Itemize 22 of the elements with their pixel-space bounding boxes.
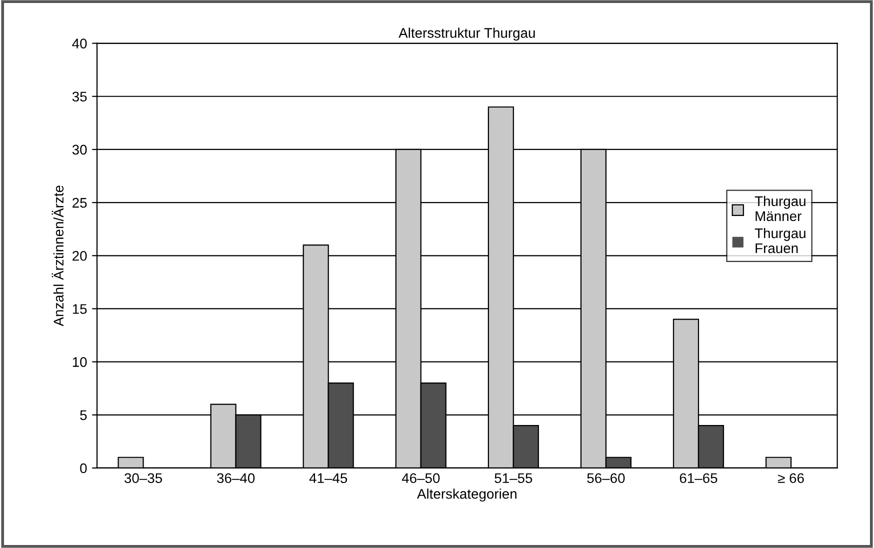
x-tick-label: 36–40 — [217, 473, 255, 484]
legend-label: Thurgau Frauen — [754, 228, 806, 254]
y-tick-label: 10 — [72, 357, 87, 367]
x-tick-label: 51–55 — [494, 473, 532, 484]
y-tick-label: 0 — [80, 463, 87, 474]
x-tick-label: ≥ 66 — [778, 473, 804, 484]
y-tick-label: 15 — [72, 304, 87, 314]
x-tick-label: 46–50 — [402, 473, 440, 484]
x-tick-label: 41–45 — [309, 473, 348, 484]
chart-title: Altersstruktur Thurgau — [398, 28, 535, 41]
y-tick-label: 35 — [72, 92, 87, 102]
x-tick-label: 56–60 — [587, 473, 625, 484]
y-tick-label: 20 — [72, 250, 87, 261]
x-axis-title: Alterskategorien — [417, 488, 516, 502]
y-axis-title: Anzahl Ärztinnen/Ärzte — [52, 186, 64, 326]
legend-label: Thurgau Männer — [754, 196, 806, 222]
y-tick-label: 30 — [72, 144, 87, 155]
y-tick-label: 40 — [72, 38, 87, 48]
x-tick-label: 30–35 — [124, 473, 162, 484]
x-tick-label: 61–65 — [680, 473, 718, 484]
y-tick-label: 5 — [80, 410, 87, 420]
y-tick-label: 25 — [72, 198, 87, 208]
